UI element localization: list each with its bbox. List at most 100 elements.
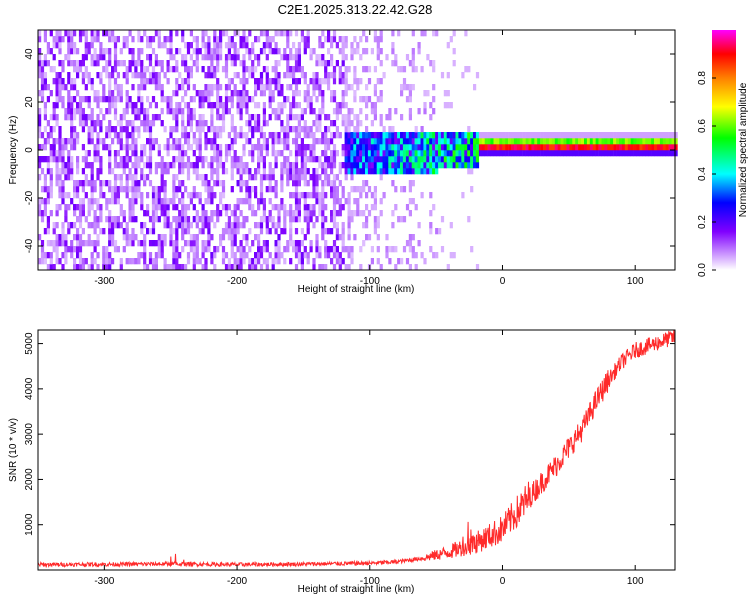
- spectrogram-cell: [300, 66, 304, 73]
- spectrogram-cell: [356, 126, 360, 133]
- spectrogram-cell: [38, 48, 42, 55]
- spectrogram-cell: [227, 42, 231, 49]
- spectrogram-cell: [432, 204, 436, 211]
- spectrogram-cell: [216, 78, 220, 85]
- spectrogram-cell: [423, 162, 427, 169]
- spectrogram-cell: [172, 90, 176, 97]
- spectrogram-cell: [87, 264, 91, 271]
- spectrogram-cell: [315, 180, 319, 187]
- spectrogram-cell: [186, 216, 191, 223]
- spectrogram-cell: [452, 138, 456, 145]
- x-tick-label: 100: [627, 276, 644, 287]
- spectrogram-cell: [78, 36, 83, 43]
- spectrogram-cell: [347, 264, 351, 271]
- spectrogram-cell: [221, 126, 226, 133]
- spectrogram-cell: [335, 246, 339, 253]
- spectrogram-cell: [113, 42, 118, 49]
- spectrogram-cell: [236, 156, 240, 163]
- spectrogram-cell: [338, 132, 342, 139]
- spectrogram-cell: [455, 150, 459, 157]
- spectrogram-cell: [674, 144, 678, 151]
- spectrogram-cell: [46, 240, 50, 247]
- spectrogram-cell: [321, 108, 325, 115]
- spectrogram-cell: [64, 246, 68, 253]
- spectrogram-cell: [335, 198, 339, 205]
- spectrogram-cell: [140, 222, 144, 229]
- spectrogram-cell: [645, 144, 649, 151]
- spectrogram-cell: [303, 204, 307, 211]
- spectrogram-cell: [446, 264, 450, 271]
- spectrogram-cell: [181, 216, 185, 223]
- spectrogram-cell: [186, 168, 191, 175]
- spectrogram-cell: [309, 156, 313, 163]
- spectrogram-cell: [67, 204, 71, 211]
- spectrogram-cell: [102, 114, 106, 121]
- spectrogram-cell: [76, 168, 80, 175]
- spectrogram-cell: [181, 108, 185, 115]
- spectrogram-cell: [137, 252, 141, 259]
- spectrogram-cell: [154, 186, 158, 193]
- spectrogram-cell: [274, 132, 278, 139]
- spectrogram-cell: [569, 132, 573, 139]
- spectrogram-cell: [219, 42, 223, 49]
- spectrogram-cell: [344, 174, 348, 181]
- spectrogram-cell: [78, 234, 83, 241]
- spectrogram-cell: [61, 102, 65, 109]
- spectrogram-cell: [137, 108, 141, 115]
- spectrogram-cell: [362, 150, 366, 157]
- spectrogram-cell: [140, 72, 144, 79]
- spectrogram-cell: [169, 36, 173, 43]
- spectrogram-cell: [230, 60, 234, 67]
- spectrogram-cell: [140, 204, 144, 211]
- spectrogram-cell: [379, 60, 383, 67]
- spectrogram-cell: [43, 204, 47, 211]
- spectrogram-cell: [534, 150, 538, 157]
- spectrogram-cell: [292, 168, 296, 175]
- spectrogram-cell: [125, 144, 129, 151]
- spectrogram-cell: [335, 234, 339, 241]
- spectrogram-cell: [160, 108, 164, 115]
- spectrogram-cell: [125, 96, 129, 103]
- spectrogram-cell: [227, 84, 231, 91]
- spectrogram-cell: [624, 132, 628, 139]
- spectrogram-cell: [318, 114, 322, 121]
- spectrogram-cell: [61, 240, 65, 247]
- spectrogram-cell: [321, 96, 325, 103]
- spectrogram-cell: [402, 168, 407, 175]
- spectrogram-cell: [239, 168, 243, 175]
- spectrogram-cell: [224, 60, 229, 67]
- spectrogram-cell: [350, 210, 354, 217]
- spectrogram-cell: [151, 120, 156, 127]
- spectrogram-cell: [143, 72, 147, 79]
- spectrogram-cell: [265, 216, 269, 223]
- spectrogram-cell: [405, 96, 410, 103]
- spectrogram-cell: [659, 150, 664, 157]
- spectrogram-cell: [242, 216, 246, 223]
- spectrogram-cell: [330, 90, 334, 97]
- spectrogram-cell: [289, 240, 293, 247]
- spectrogram-cell: [134, 168, 138, 175]
- spectrogram-cell: [341, 90, 345, 97]
- spectrogram-cell: [96, 30, 100, 37]
- spectrogram-cell: [312, 84, 316, 91]
- spectrogram-cell: [230, 228, 234, 235]
- spectrogram-cell: [216, 90, 220, 97]
- spectrogram-cell: [108, 198, 112, 205]
- spectrogram-cell: [175, 204, 179, 211]
- spectrogram-cell: [294, 168, 299, 175]
- spectrogram-cell: [230, 174, 234, 181]
- spectrogram-cell: [181, 126, 185, 133]
- spectrogram-cell: [318, 54, 322, 61]
- spectrogram-cell: [148, 162, 153, 169]
- spectrogram-cell: [546, 144, 550, 151]
- spectrogram-cell: [429, 192, 433, 199]
- spectrogram-cell: [96, 144, 100, 151]
- spectrogram-cell: [224, 54, 229, 61]
- spectrogram-cell: [216, 36, 220, 43]
- spectrogram-cell: [254, 66, 258, 73]
- colorbar-label: Normalized spectral amplitude: [738, 82, 749, 217]
- spectrogram-cell: [280, 168, 284, 175]
- spectrogram-cell: [373, 30, 377, 37]
- spectrogram-cell: [385, 150, 389, 157]
- spectrogram-cell: [347, 132, 351, 139]
